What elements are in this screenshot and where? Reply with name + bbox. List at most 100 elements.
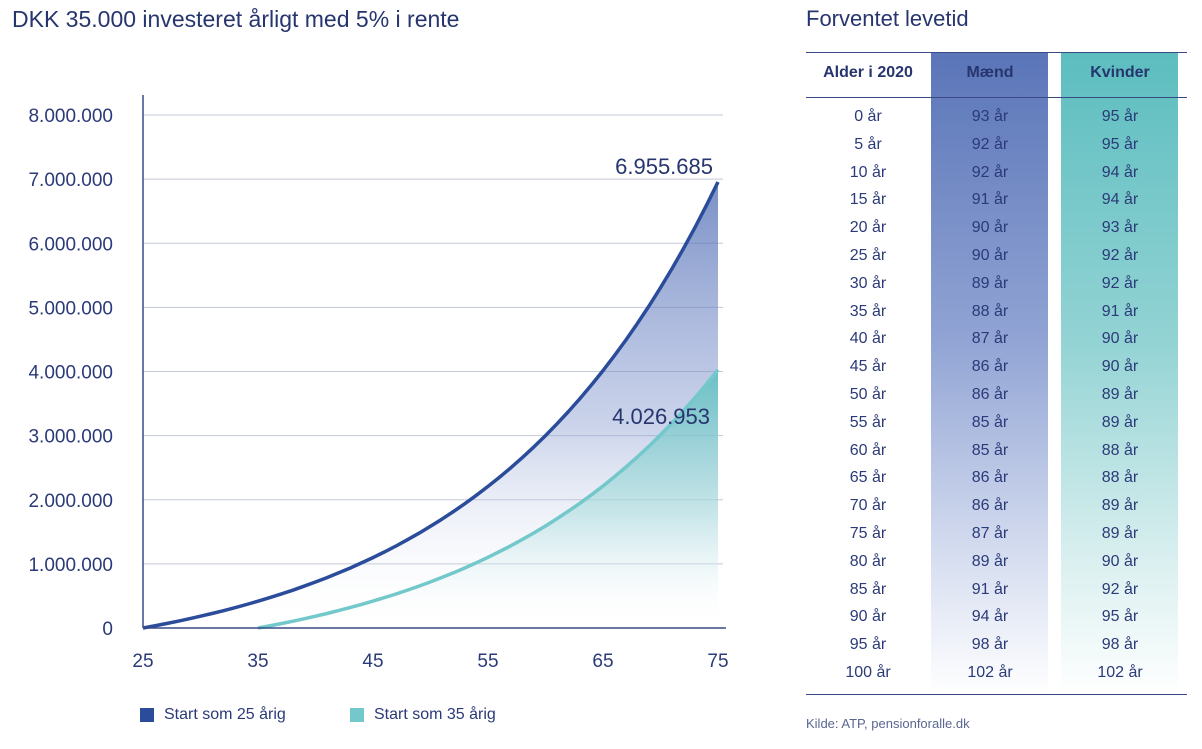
women-cell: 88 år: [1101, 469, 1139, 487]
women-cell: 102 år: [1097, 664, 1143, 681]
men-cell: 86 år: [971, 358, 1009, 376]
men-cell: 90 år: [971, 247, 1009, 264]
age-cell: 100 år: [845, 664, 891, 681]
men-cell: 90 år: [971, 219, 1009, 237]
age-cell: 30 år: [849, 274, 887, 292]
women-cell: 90 år: [1101, 330, 1139, 348]
x-tick-label: 45: [362, 651, 383, 672]
series-line-35: [257, 368, 720, 630]
series-line-25: [142, 181, 720, 630]
table-header-women: Kvinder: [1090, 64, 1150, 81]
table-row: 70 år 86 år 89 år: [806, 492, 1187, 520]
y-tick-label: 1.000.000: [28, 555, 113, 576]
age-cell: 45 år: [849, 358, 887, 376]
y-tick-label: 6.000.000: [28, 234, 113, 255]
women-cell: 88 år: [1101, 441, 1139, 459]
legend-label-25: Start som 25 årig: [164, 706, 286, 723]
age-cell: 50 år: [849, 386, 887, 403]
men-cell: 91 år: [971, 191, 1009, 209]
women-cell: 89 år: [1101, 386, 1139, 403]
y-tick-label: 3.000.000: [28, 427, 113, 448]
table-row: 85 år 91 år 92 år: [806, 576, 1187, 604]
table-row: 90 år 94 år 95 år: [806, 603, 1187, 631]
table-title: Forventet levetid: [806, 6, 969, 31]
y-tick-label: 0: [102, 619, 113, 640]
men-cell: 91 år: [971, 580, 1009, 598]
x-tick-label: 75: [707, 651, 728, 672]
age-cell: 65 år: [849, 469, 887, 487]
men-cell: 102 år: [967, 664, 1013, 681]
men-cell: 92 år: [971, 163, 1009, 181]
women-cell: 93 år: [1101, 219, 1139, 237]
women-cell: 89 år: [1101, 525, 1139, 542]
men-cell: 85 år: [971, 441, 1009, 459]
age-cell: 5 år: [854, 135, 882, 153]
x-tick-label: 25: [132, 651, 153, 672]
table-bottom-rule: [806, 694, 1187, 695]
men-cell: 89 år: [971, 274, 1009, 292]
table-row: 0 år 93 år 95 år: [806, 103, 1187, 131]
table-header-men: Mænd: [966, 64, 1014, 81]
age-cell: 0 år: [854, 108, 882, 125]
men-cell: 87 år: [971, 525, 1009, 542]
men-cell: 86 år: [971, 497, 1009, 515]
women-cell: 91 år: [1101, 302, 1139, 320]
y-tick-label: 4.000.000: [28, 363, 113, 384]
age-cell: 90 år: [849, 608, 887, 626]
end-value-label-25: 6.955.685: [615, 154, 713, 179]
table-top-rule: [806, 52, 1187, 53]
end-value-label-35: 4.026.953: [612, 404, 710, 429]
table-row: 80 år 89 år 90 år: [806, 548, 1187, 576]
table-row: 15 år 91 år 94 år: [806, 186, 1187, 214]
women-cell: 94 år: [1101, 163, 1139, 181]
men-cell: 92 år: [971, 135, 1009, 153]
women-cell: 92 år: [1101, 247, 1139, 264]
table-row: 95 år 98 år 98 år: [806, 631, 1187, 659]
x-tick-label: 65: [592, 651, 613, 672]
age-cell: 20 år: [849, 219, 887, 237]
legend-swatch-35: [350, 708, 364, 722]
legend-item-25: Start som 25 årig: [140, 706, 286, 724]
table-row: 65 år 86 år 88 år: [806, 464, 1187, 492]
y-tick-label: 5.000.000: [28, 298, 113, 319]
table-row: 40 år 87 år 90 år: [806, 325, 1187, 353]
table-row: 50 år 86 år 89 år: [806, 381, 1187, 409]
age-cell: 55 år: [849, 413, 887, 431]
women-cell: 94 år: [1101, 191, 1139, 209]
table-row: 10 år 92 år 94 år: [806, 159, 1187, 187]
age-cell: 85 år: [849, 580, 887, 598]
table-row: 75 år 87 år 89 år: [806, 520, 1187, 548]
women-cell: 95 år: [1101, 135, 1139, 153]
age-cell: 40 år: [849, 330, 887, 348]
women-cell: 90 år: [1101, 358, 1139, 376]
y-tick-label: 2.000.000: [28, 491, 113, 512]
table-row: 25 år 90 år 92 år: [806, 242, 1187, 270]
women-cell: 98 år: [1101, 636, 1139, 654]
age-cell: 35 år: [849, 302, 887, 320]
men-cell: 89 år: [971, 552, 1009, 570]
source-note: Kilde: ATP, pensionforalle.dk: [806, 716, 970, 731]
y-tick-label: 7.000.000: [28, 170, 113, 191]
age-cell: 80 år: [849, 552, 887, 570]
table-row: 20 år 90 år 93 år: [806, 214, 1187, 242]
men-column-background: [931, 52, 1048, 695]
women-column-background: [1061, 52, 1178, 695]
table-row: 30 år 89 år 92 år: [806, 270, 1187, 298]
legend-label-35: Start som 35 årig: [374, 706, 496, 723]
men-cell: 94 år: [971, 608, 1009, 626]
chart-title: DKK 35.000 investeret årligt med 5% i re…: [12, 6, 460, 32]
women-cell: 90 år: [1101, 552, 1139, 570]
legend-swatch-25: [140, 708, 154, 722]
men-cell: 85 år: [971, 413, 1009, 431]
table-row: 60 år 85 år 88 år: [806, 437, 1187, 465]
women-cell: 95 år: [1101, 108, 1139, 125]
age-cell: 15 år: [849, 191, 887, 209]
table-row: 55 år 85 år 89 år: [806, 409, 1187, 437]
women-cell: 92 år: [1101, 580, 1139, 598]
women-cell: 92 år: [1101, 274, 1139, 292]
women-cell: 89 år: [1101, 413, 1139, 431]
age-cell: 10 år: [849, 163, 887, 181]
men-cell: 87 år: [971, 330, 1009, 348]
men-cell: 86 år: [971, 469, 1009, 487]
x-tick-label: 35: [247, 651, 268, 672]
